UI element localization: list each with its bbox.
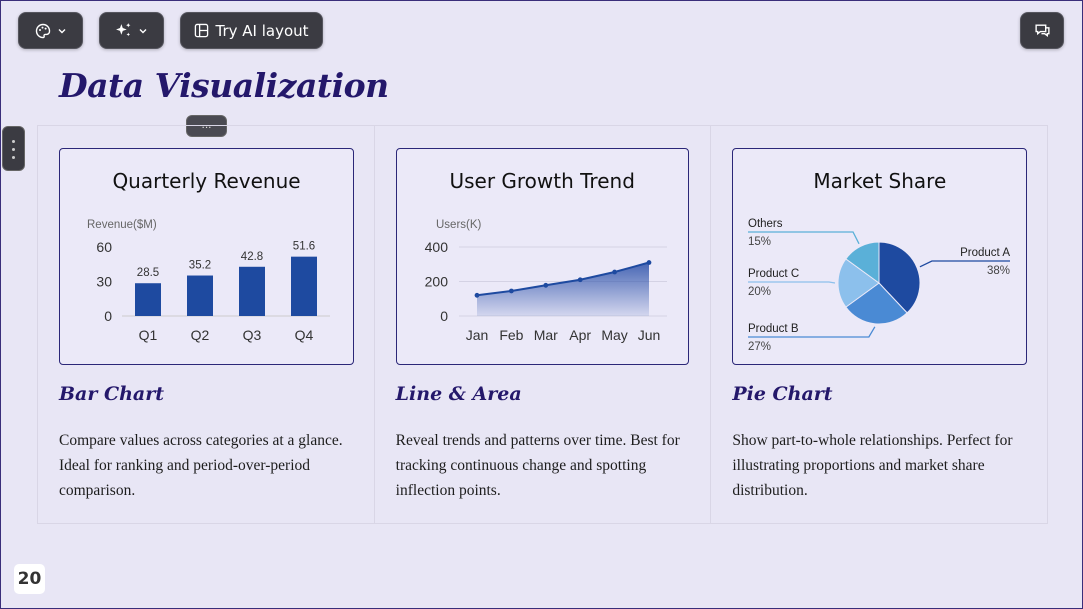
pie-slice [878, 241, 921, 314]
x-tick-label: Mar [533, 327, 557, 343]
bar [239, 266, 265, 316]
page-number: 20 [14, 564, 45, 594]
chart-title: Quarterly Revenue [112, 169, 301, 193]
sparkle-icon [116, 23, 131, 37]
slice-percent: 38% [987, 265, 1010, 277]
x-tick-label: Jun [637, 327, 660, 343]
pie-slice [837, 258, 881, 308]
leader-line [748, 326, 876, 338]
chart-description: Show part-to-whole relationships. Perfec… [732, 432, 1013, 499]
comments-button[interactable] [1020, 12, 1064, 49]
leader-line [919, 260, 1011, 268]
page-title: Data Visualization [59, 66, 389, 105]
slice-label: Product A [960, 247, 1010, 259]
y-axis-label: Revenue($M) [87, 219, 157, 231]
y-tick-label: 400 [424, 239, 448, 255]
column-pie[interactable]: Market Share Product A 38% Product B 27% Pro… [711, 126, 1047, 523]
chevron-down-icon [139, 28, 147, 33]
data-point [577, 277, 583, 283]
chart-title: User Growth Trend [449, 169, 635, 193]
column-area[interactable]: User Growth Trend Users(K) 0 200 400 Jan Feb M… [375, 126, 712, 523]
try-ai-layout-button[interactable]: Try AI layout [180, 12, 323, 49]
ai-button[interactable] [99, 12, 164, 49]
chart-description: Reveal trends and patterns over time. Be… [395, 432, 680, 499]
chart-card-area[interactable]: User Growth Trend Users(K) 0 200 400 Jan Feb M… [395, 148, 689, 365]
x-tick-label: Q4 [295, 327, 314, 343]
chart-title: Market Share [813, 169, 947, 193]
drag-handle[interactable]: ... [186, 115, 227, 137]
x-tick-label: Q1 [139, 327, 158, 343]
layout-icon [195, 23, 209, 38]
data-point [543, 282, 548, 288]
chart-grid: Quarterly Revenue Revenue($M) 0 30 60 28.5 Q1… [37, 125, 1048, 524]
pie-slice [845, 241, 880, 284]
chart-description: Compare values across categories at a gl… [59, 432, 343, 499]
bar-chart: Revenue($M) 0 30 60 28.5 Q1 35.2 Q2 42.8 Q3 51.6 Q4 [87, 219, 330, 343]
x-tick-label: Apr [569, 327, 591, 343]
data-point [474, 292, 480, 298]
y-tick-label: 30 [96, 274, 112, 290]
column-bar[interactable]: Quarterly Revenue Revenue($M) 0 30 60 28.5 Q1… [38, 126, 375, 523]
x-tick-label: Feb [499, 327, 523, 343]
bar [291, 256, 317, 316]
bar [135, 283, 161, 316]
side-drag-handle[interactable] [2, 126, 25, 171]
x-tick-label: Q3 [243, 327, 262, 343]
area-chart: Users(K) 0 200 400 Jan Feb Mar Apr May Jun [424, 219, 667, 343]
area-fill [476, 262, 649, 316]
pie-chart: Product A 38% Product B 27% Product C 20% Othe… [748, 218, 1011, 353]
pie-slice [845, 282, 909, 325]
chart-card-pie[interactable]: Market Share Product A 38% Product B 27% Pro… [732, 148, 1028, 365]
chevron-down-icon [58, 28, 65, 33]
data-point [646, 260, 652, 265]
y-tick-label: 200 [424, 274, 448, 290]
bar-value-label: 28.5 [137, 267, 159, 279]
slice-label: Product C [748, 268, 799, 280]
leader-line [748, 231, 860, 245]
bar [187, 275, 213, 316]
bar-value-label: 51.6 [293, 241, 315, 253]
leader-line [748, 281, 836, 284]
y-tick-label: 60 [96, 239, 112, 255]
chart-card-bar[interactable]: Quarterly Revenue Revenue($M) 0 30 60 28.5 Q1… [59, 148, 354, 365]
slice-percent: 20% [748, 286, 771, 298]
y-tick-label: 0 [440, 308, 448, 324]
data-point [508, 288, 514, 294]
chart-kind-label: Bar Chart [59, 383, 165, 405]
slice-label: Others [748, 218, 783, 230]
chart-kind-label: Line & Area [395, 383, 522, 405]
data-point [611, 269, 617, 275]
x-tick-label: May [601, 327, 627, 343]
comments-icon [1034, 24, 1050, 37]
palette-icon [35, 23, 50, 38]
slice-label: Product B [748, 323, 799, 335]
series-line [476, 261, 649, 297]
bar-value-label: 42.8 [241, 251, 263, 263]
slice-percent: 15% [748, 236, 771, 248]
y-axis-label: Users(K) [436, 219, 482, 231]
theme-button[interactable] [18, 12, 83, 49]
y-tick-label: 0 [104, 308, 112, 324]
try-ai-layout-label: Try AI layout [215, 21, 309, 40]
chart-kind-label: Pie Chart [732, 383, 833, 405]
slice-percent: 27% [748, 341, 771, 353]
bar-value-label: 35.2 [189, 260, 211, 272]
x-tick-label: Jan [465, 327, 488, 343]
x-tick-label: Q2 [191, 327, 210, 343]
